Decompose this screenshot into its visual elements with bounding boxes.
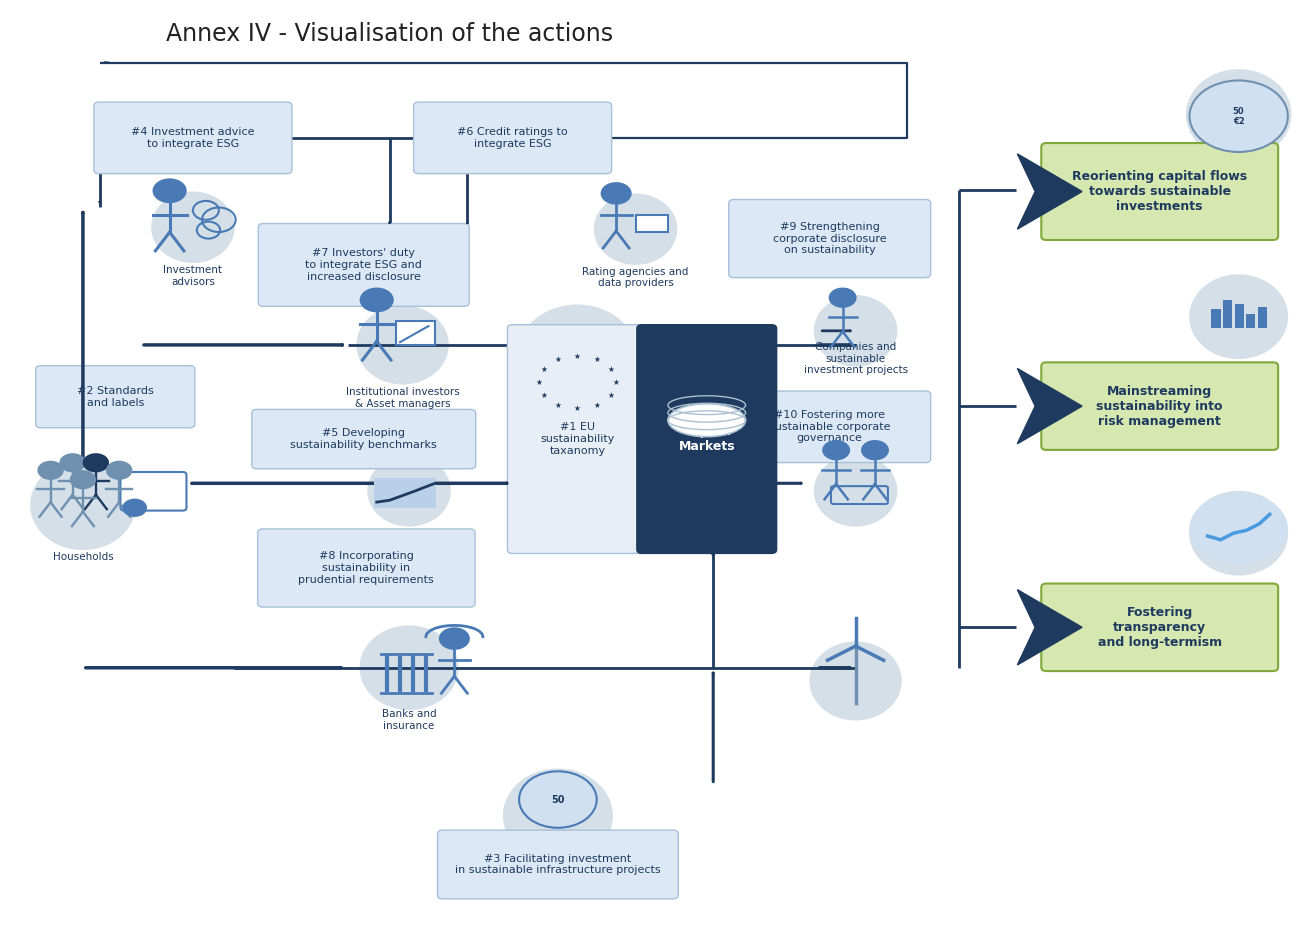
Ellipse shape — [1185, 69, 1292, 160]
Text: #10 Fostering more
sustainable corporate
governance: #10 Fostering more sustainable corporate… — [769, 411, 891, 444]
Text: ★: ★ — [607, 365, 615, 374]
Text: 50
€2: 50 €2 — [1232, 107, 1245, 126]
FancyBboxPatch shape — [414, 102, 612, 174]
Ellipse shape — [367, 455, 451, 527]
FancyBboxPatch shape — [637, 325, 777, 553]
Text: ★: ★ — [536, 379, 542, 387]
FancyBboxPatch shape — [437, 830, 678, 899]
Circle shape — [60, 453, 86, 472]
FancyBboxPatch shape — [729, 199, 931, 278]
FancyBboxPatch shape — [1041, 143, 1278, 240]
Ellipse shape — [1189, 491, 1288, 576]
Text: ★: ★ — [541, 365, 547, 374]
FancyBboxPatch shape — [36, 365, 195, 428]
Text: ★: ★ — [554, 355, 562, 364]
FancyBboxPatch shape — [1223, 300, 1232, 328]
Text: Banks and
insurance: Banks and insurance — [381, 709, 436, 731]
Text: #2 Standards
and labels: #2 Standards and labels — [77, 386, 153, 408]
Text: ★: ★ — [612, 379, 620, 387]
Text: ★: ★ — [593, 355, 601, 364]
Text: ★: ★ — [593, 401, 601, 410]
FancyBboxPatch shape — [1041, 362, 1278, 450]
Text: Investment
advisors: Investment advisors — [163, 265, 222, 287]
Polygon shape — [1017, 154, 1082, 229]
FancyBboxPatch shape — [1235, 305, 1244, 328]
FancyBboxPatch shape — [374, 478, 436, 508]
Circle shape — [83, 453, 109, 472]
Text: #8 Incorporating
sustainability in
prudential requirements: #8 Incorporating sustainability in prude… — [298, 551, 434, 584]
Polygon shape — [1017, 590, 1082, 665]
Ellipse shape — [813, 295, 898, 366]
Text: Fostering
transparency
and long-termism: Fostering transparency and long-termism — [1097, 606, 1222, 649]
Text: Reorienting capital flows
towards sustainable
investments: Reorienting capital flows towards sustai… — [1073, 170, 1248, 213]
Ellipse shape — [813, 455, 898, 527]
FancyBboxPatch shape — [729, 391, 931, 463]
Text: Institutional investors
& Asset managers: Institutional investors & Asset managers — [346, 387, 459, 409]
Circle shape — [359, 288, 394, 312]
FancyBboxPatch shape — [1041, 583, 1278, 671]
Ellipse shape — [594, 194, 677, 265]
Text: Annex IV - Visualisation of the actions: Annex IV - Visualisation of the actions — [166, 23, 613, 46]
Circle shape — [38, 461, 64, 480]
Circle shape — [438, 628, 470, 649]
FancyBboxPatch shape — [507, 325, 647, 553]
Text: Mainstreaming
sustainability into
risk management: Mainstreaming sustainability into risk m… — [1096, 384, 1223, 428]
FancyBboxPatch shape — [396, 321, 434, 345]
Circle shape — [519, 771, 597, 828]
Ellipse shape — [152, 192, 235, 263]
FancyBboxPatch shape — [1211, 310, 1220, 328]
FancyBboxPatch shape — [636, 215, 668, 232]
Text: #4 Investment advice
to integrate ESG: #4 Investment advice to integrate ESG — [131, 127, 254, 148]
Text: #7 Investors' duty
to integrate ESG and
increased disclosure: #7 Investors' duty to integrate ESG and … — [305, 248, 423, 281]
Ellipse shape — [516, 305, 638, 408]
Circle shape — [601, 182, 632, 205]
Circle shape — [829, 288, 856, 308]
Ellipse shape — [30, 460, 136, 550]
FancyBboxPatch shape — [1258, 308, 1267, 328]
FancyBboxPatch shape — [121, 472, 187, 511]
Text: Capital
Markets: Capital Markets — [678, 425, 735, 453]
FancyBboxPatch shape — [252, 410, 476, 469]
Text: 50: 50 — [551, 795, 564, 804]
Circle shape — [861, 440, 888, 461]
FancyBboxPatch shape — [93, 102, 292, 174]
Ellipse shape — [359, 626, 459, 710]
Text: #1 EU
sustainability
taxanomy: #1 EU sustainability taxanomy — [540, 423, 615, 456]
Text: Households: Households — [53, 552, 113, 562]
Ellipse shape — [1189, 275, 1288, 359]
Text: Rating agencies and
data providers: Rating agencies and data providers — [582, 267, 689, 289]
Ellipse shape — [503, 768, 613, 863]
Text: ★: ★ — [573, 352, 581, 361]
Circle shape — [822, 440, 850, 461]
Text: ★: ★ — [541, 391, 547, 400]
Ellipse shape — [668, 404, 746, 437]
Text: ★: ★ — [573, 404, 581, 413]
Circle shape — [70, 470, 96, 489]
Ellipse shape — [357, 306, 449, 384]
Polygon shape — [1017, 368, 1082, 444]
FancyBboxPatch shape — [258, 529, 475, 607]
Text: ★: ★ — [554, 401, 562, 410]
Circle shape — [153, 178, 187, 203]
Text: ★: ★ — [607, 391, 615, 400]
Circle shape — [1189, 80, 1288, 152]
Text: #5 Developing
sustainability benchmarks: #5 Developing sustainability benchmarks — [291, 429, 437, 450]
Ellipse shape — [809, 641, 901, 720]
Text: #9 Strengthening
corporate disclosure
on sustainability: #9 Strengthening corporate disclosure on… — [773, 222, 887, 255]
Text: #6 Credit ratings to
integrate ESG: #6 Credit ratings to integrate ESG — [458, 127, 568, 148]
FancyBboxPatch shape — [1246, 313, 1255, 328]
FancyBboxPatch shape — [258, 224, 470, 307]
Circle shape — [1189, 493, 1288, 565]
Text: Companies and
sustainable
investment projects: Companies and sustainable investment pro… — [804, 342, 908, 376]
Circle shape — [106, 461, 132, 480]
Circle shape — [123, 499, 147, 516]
Text: #3 Facilitating investment
in sustainable infrastructure projects: #3 Facilitating investment in sustainabl… — [455, 853, 660, 875]
